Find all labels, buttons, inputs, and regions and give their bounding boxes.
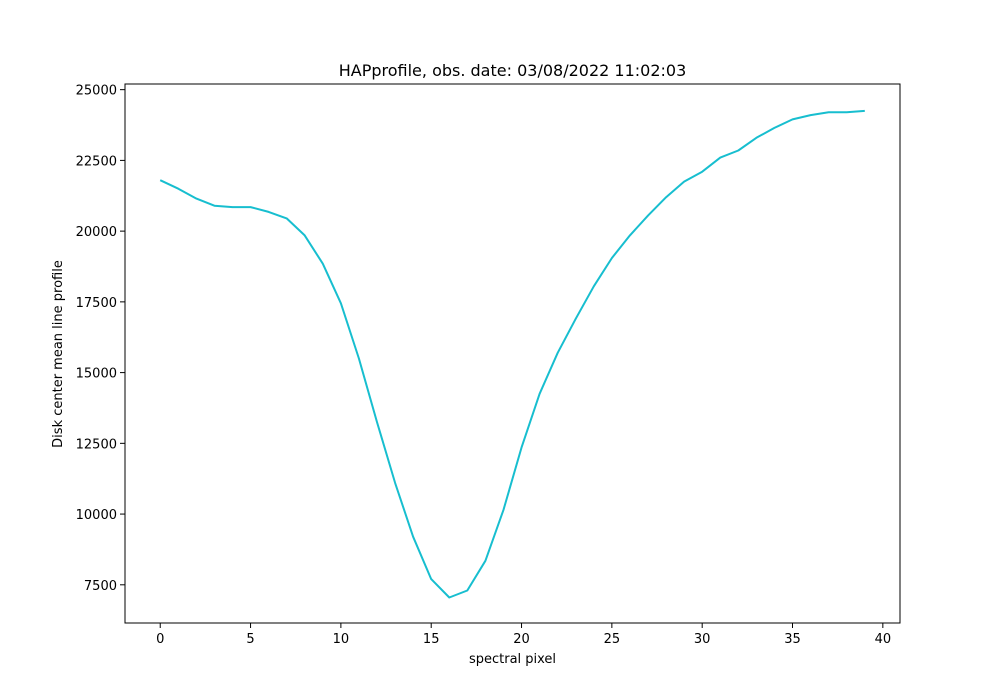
chart-title: HAPprofile, obs. date: 03/08/2022 11:02:… xyxy=(339,61,687,80)
x-tick-label: 25 xyxy=(604,632,621,647)
x-tick-label: 0 xyxy=(156,632,164,647)
x-axis: 0 5 10 15 20 25 30 35 40 xyxy=(156,623,891,647)
y-tick-label: 22500 xyxy=(76,154,117,169)
x-tick-label: 5 xyxy=(246,632,254,647)
y-tick-label: 25000 xyxy=(76,84,117,99)
x-tick-label: 30 xyxy=(694,632,711,647)
x-tick-label: 20 xyxy=(513,632,530,647)
x-tick-label: 10 xyxy=(333,632,350,647)
y-axis-label: Disk center mean line profile xyxy=(51,260,66,448)
y-axis: 7500 10000 12500 15000 17500 20000 22500 25000 xyxy=(76,84,125,594)
x-tick-label: 35 xyxy=(784,632,801,647)
y-tick-label: 7500 xyxy=(84,579,117,594)
x-axis-label: spectral pixel xyxy=(469,652,556,667)
series-line xyxy=(159,109,865,599)
plot-frame xyxy=(124,83,901,624)
y-tick-label: 10000 xyxy=(76,508,117,523)
y-tick-label: 20000 xyxy=(76,225,117,240)
y-tick-label: 12500 xyxy=(76,437,117,452)
x-tick-label: 15 xyxy=(423,632,440,647)
series-layer xyxy=(159,109,865,599)
y-tick-label: 17500 xyxy=(76,296,117,311)
x-tick-label: 40 xyxy=(875,632,892,647)
y-tick-label: 15000 xyxy=(76,367,117,382)
